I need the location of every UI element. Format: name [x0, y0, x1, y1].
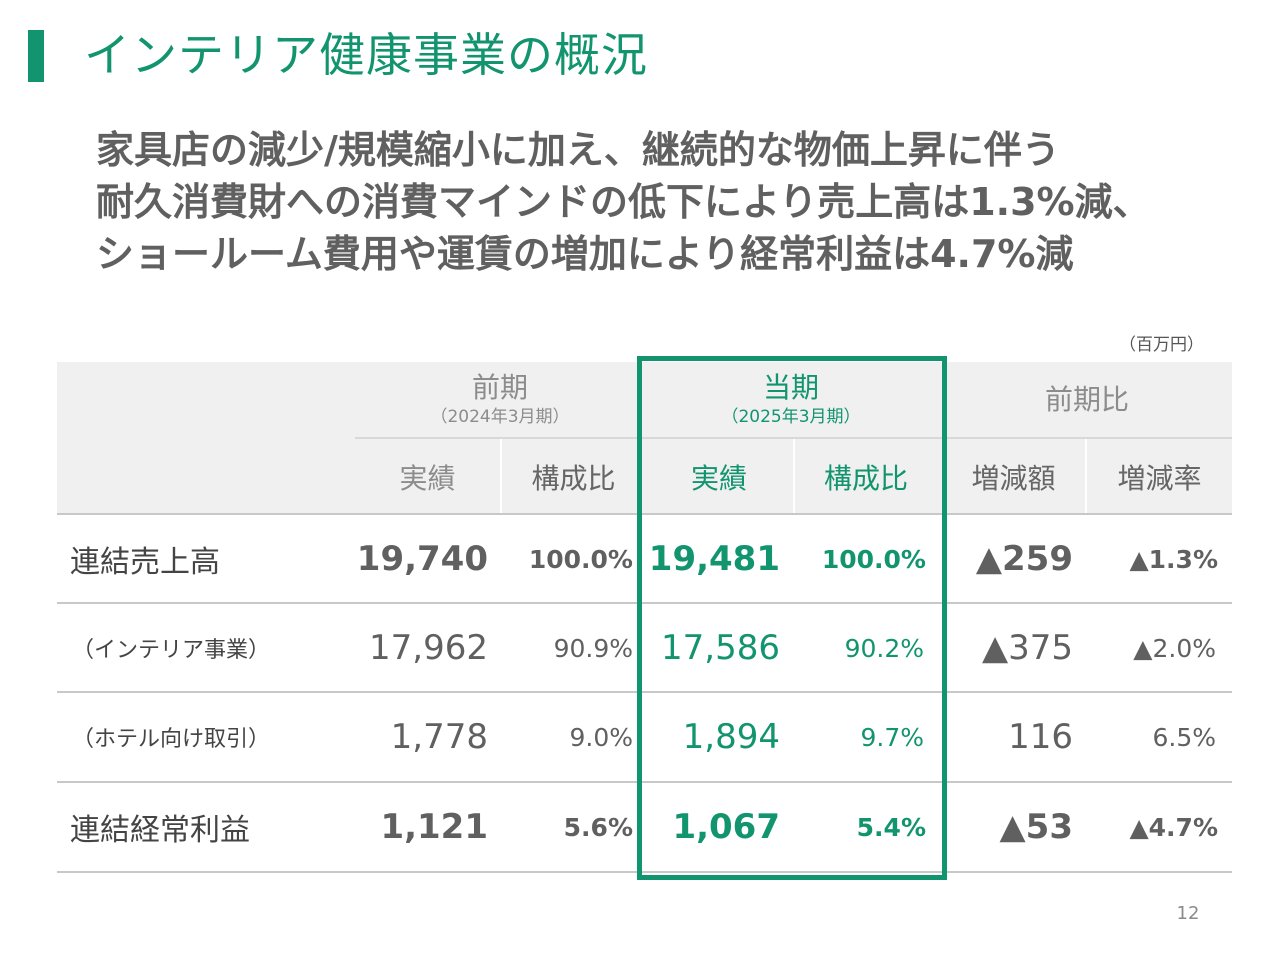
headline-line-3: ショールーム費用や運賃の増加により経常利益は4.7%減	[96, 232, 1074, 276]
headline-line-2: 耐久消費財への消費マインドの低下により売上高は1.3%減、	[96, 180, 1151, 224]
curr-composition: 90.2%	[844, 633, 924, 663]
change-rate: ▲4.7%	[1129, 812, 1218, 842]
change-amount: ▲259	[975, 539, 1073, 579]
unit-label: （百万円）	[1119, 335, 1204, 355]
row-divider	[57, 781, 1232, 783]
col-separator	[1085, 439, 1087, 514]
header-divider	[355, 437, 1232, 439]
row-label: 連結経常利益	[70, 813, 250, 848]
header-prev-sub: （2024年3月期）	[430, 407, 570, 427]
col-separator	[500, 439, 502, 514]
header-curr-period: 当期 （2025年3月期）	[645, 362, 937, 438]
prev-actual: 19,740	[356, 539, 488, 579]
subheader-prev-actual: 実績	[399, 461, 456, 495]
headline: 家具店の減少/規模縮小に加え、継続的な物価上昇に伴う 耐久消費財への消費マインド…	[96, 124, 1266, 280]
header-curr-sub: （2025年3月期）	[721, 407, 861, 427]
subheader-curr-actual: 実績	[690, 461, 747, 495]
page-title: インテリア健康事業の概況	[84, 28, 648, 82]
prev-actual: 1,778	[390, 717, 488, 757]
curr-composition: 100.0%	[821, 544, 926, 574]
row-divider	[57, 691, 1232, 693]
change-amount: ▲375	[981, 628, 1073, 668]
subheader-curr-composition: 構成比	[823, 461, 908, 495]
col-separator	[793, 439, 795, 514]
prev-composition: 90.9%	[553, 633, 633, 663]
curr-actual: 1,894	[682, 717, 780, 757]
curr-composition: 9.7%	[860, 722, 924, 752]
headline-line-1: 家具店の減少/規模縮小に加え、継続的な物価上昇に伴う	[96, 128, 1060, 172]
curr-actual: 19,481	[648, 539, 780, 579]
row-divider	[57, 602, 1232, 604]
prev-actual: 1,121	[380, 807, 488, 847]
change-amount: 116	[1008, 717, 1073, 757]
row-label: （ホテル向け取引）	[72, 727, 271, 752]
prev-composition: 5.6%	[563, 812, 633, 842]
change-amount: ▲53	[999, 807, 1073, 847]
change-rate: ▲1.3%	[1129, 544, 1218, 574]
prev-actual: 17,962	[369, 628, 488, 668]
title-accent-bar	[28, 30, 44, 82]
current-period-highlight	[637, 356, 947, 880]
header-prev-label: 前期	[471, 371, 528, 404]
page-number: 12	[1176, 903, 1200, 924]
header-curr-label: 当期	[762, 371, 819, 404]
curr-actual: 17,586	[661, 628, 780, 668]
subheader-change-rate: 増減率	[1117, 461, 1202, 495]
header-ratio-label: 前期比	[1044, 383, 1129, 416]
curr-actual: 1,067	[672, 807, 780, 847]
row-divider	[57, 871, 1232, 873]
header-ratio: 前期比	[942, 362, 1232, 438]
row-divider	[57, 513, 1232, 515]
prev-composition: 9.0%	[569, 722, 633, 752]
change-rate: ▲2.0%	[1133, 633, 1216, 663]
row-label: （インテリア事業）	[72, 638, 271, 663]
row-label: 連結売上高	[70, 545, 220, 580]
change-rate: 6.5%	[1152, 722, 1216, 752]
header-prev-period: 前期 （2024年3月期）	[355, 362, 645, 438]
subheader-change-amount: 増減額	[971, 461, 1056, 495]
prev-composition: 100.0%	[528, 544, 633, 574]
curr-composition: 5.4%	[856, 812, 926, 842]
subheader-prev-composition: 構成比	[531, 461, 616, 495]
